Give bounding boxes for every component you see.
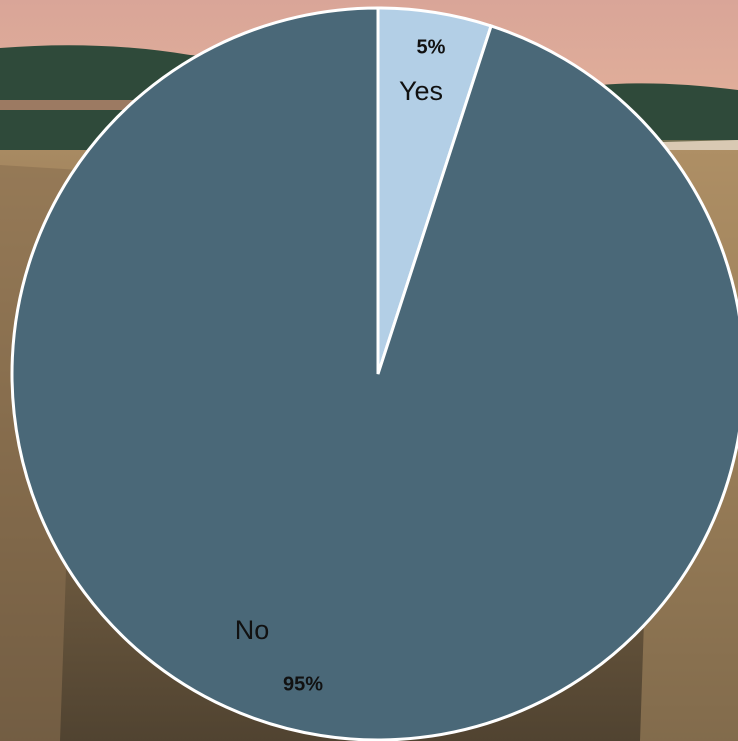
slice-label: No	[235, 615, 270, 645]
slice-label: Yes	[399, 76, 443, 106]
pie: Yes 5% No 95%	[10, 6, 738, 741]
slice-value-label: 95%	[283, 673, 323, 695]
slice-value-label: 5%	[417, 36, 446, 58]
pie-slice	[10, 6, 738, 741]
